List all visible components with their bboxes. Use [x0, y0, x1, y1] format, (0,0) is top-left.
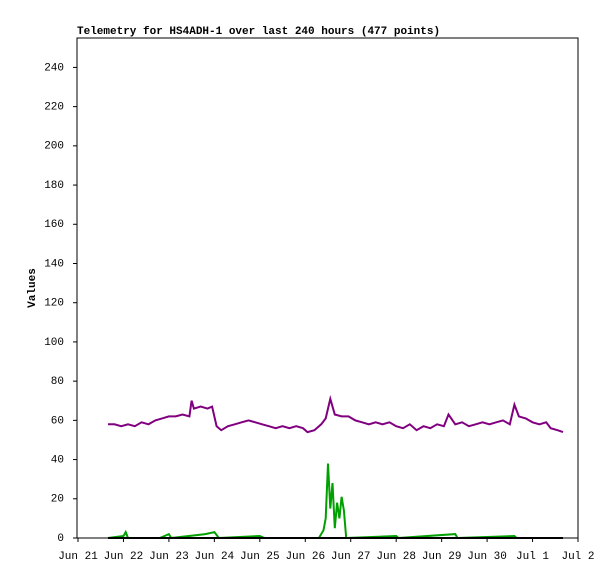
x-tick-label: Jun 28: [376, 551, 416, 563]
y-tick-label: 160: [44, 219, 64, 231]
x-tick-label: Jun 22: [104, 551, 144, 563]
y-tick-label: 40: [51, 454, 64, 466]
y-tick-label: 180: [44, 180, 64, 192]
x-tick-label: Jun 27: [331, 551, 371, 563]
y-tick-label: 60: [51, 415, 64, 427]
series-line: [108, 394, 564, 434]
x-tick-label: Jun 24: [195, 551, 235, 563]
y-tick-label: 0: [57, 533, 64, 545]
x-tick-label: Jun 23: [149, 551, 189, 563]
x-tick-label: Jun 30: [467, 551, 507, 563]
y-tick-label: 220: [44, 102, 64, 114]
y-tick-label: 200: [44, 141, 64, 153]
x-tick-label: Jun 21: [58, 551, 98, 563]
y-tick-label: 120: [44, 298, 64, 310]
y-tick-label: 20: [51, 494, 64, 506]
y-tick-label: 140: [44, 258, 64, 270]
y-tick-label: 100: [44, 337, 64, 349]
plot-frame: [76, 37, 579, 539]
y-tick-label: 240: [44, 62, 64, 74]
chart-title: Telemetry for HS4ADH-1 over last 240 hou…: [77, 26, 440, 38]
y-tick-label: 80: [51, 376, 64, 388]
y-axis-label: Values: [27, 268, 39, 308]
x-tick-label: Jun 26: [285, 551, 325, 563]
x-tick-label: Jul 2: [561, 551, 594, 563]
x-tick-label: Jun 25: [240, 551, 280, 563]
x-tick-label: Jul 1: [516, 551, 549, 563]
x-tick-label: Jun 29: [422, 551, 462, 563]
